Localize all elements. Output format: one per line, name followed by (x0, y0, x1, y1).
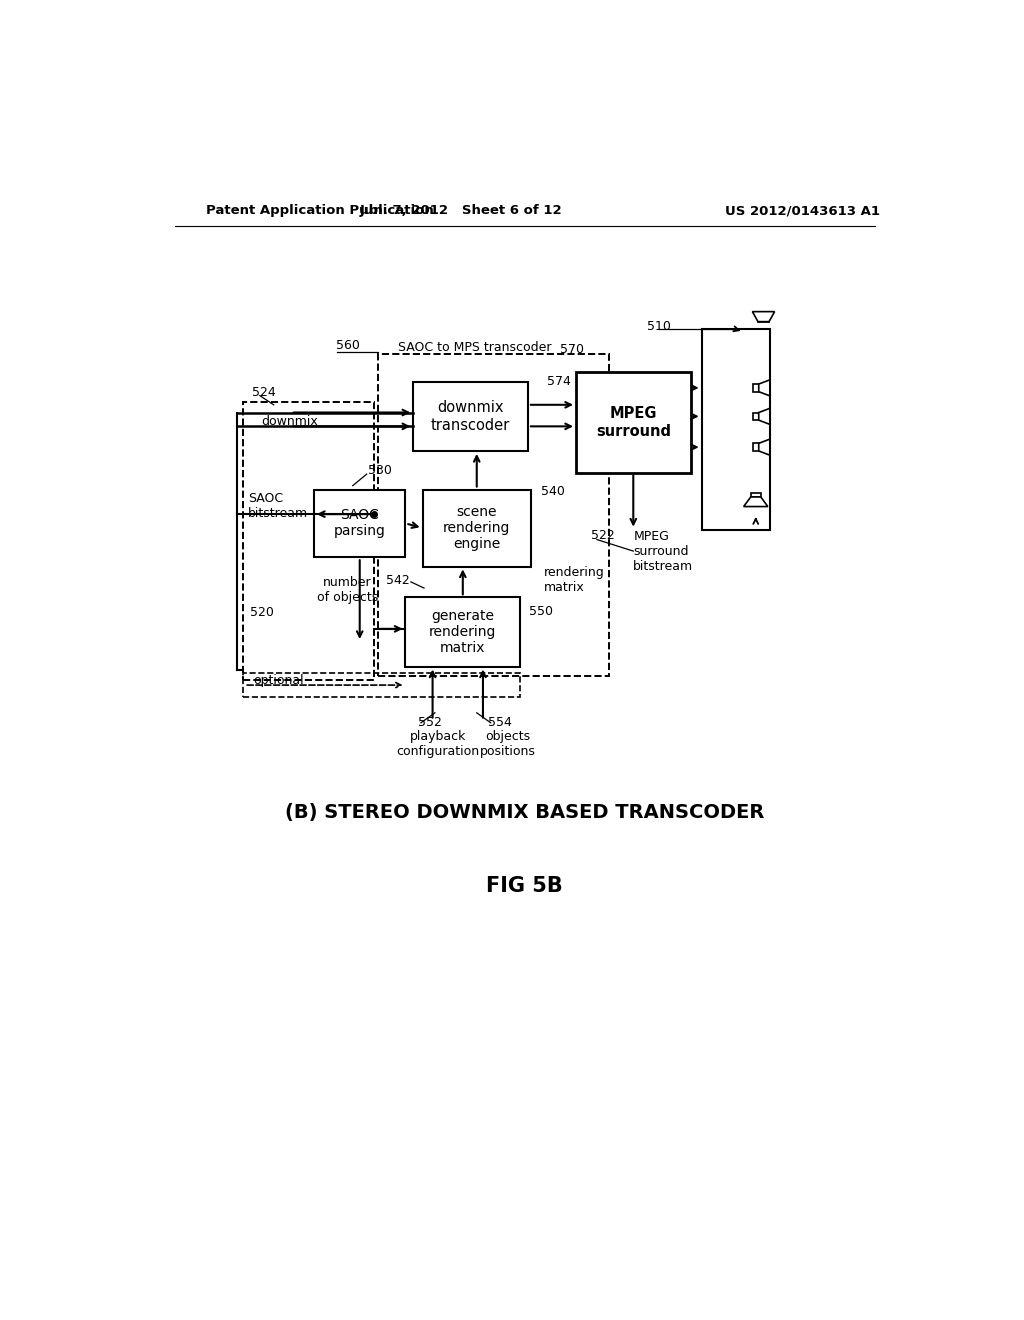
Text: 570: 570 (560, 343, 585, 356)
Text: Jun. 7, 2012   Sheet 6 of 12: Jun. 7, 2012 Sheet 6 of 12 (360, 205, 562, 218)
Text: US 2012/0143613 A1: US 2012/0143613 A1 (725, 205, 880, 218)
Text: MPEG
surround: MPEG surround (596, 407, 671, 438)
Text: SAOC
parsing: SAOC parsing (334, 508, 386, 539)
Text: 522: 522 (592, 529, 615, 543)
Text: 510: 510 (647, 319, 671, 333)
Text: 524: 524 (252, 385, 275, 399)
Text: downmix: downmix (261, 416, 318, 428)
Text: 560: 560 (336, 339, 359, 352)
Bar (758, 318, 769, 322)
Bar (243, 401, 375, 681)
Text: downmix
transcoder: downmix transcoder (431, 400, 510, 433)
Text: SAOC
bitstream: SAOC bitstream (248, 492, 308, 520)
Bar (414, 381, 528, 451)
Polygon shape (759, 440, 770, 455)
Text: 520: 520 (251, 606, 274, 619)
Text: 574: 574 (548, 375, 571, 388)
Bar (753, 444, 759, 451)
Polygon shape (759, 408, 770, 424)
Text: playback
configuration: playback configuration (396, 730, 479, 758)
Bar (378, 354, 608, 676)
Polygon shape (753, 312, 774, 322)
Text: 540: 540 (541, 484, 565, 498)
Text: MPEG
surround
bitstream: MPEG surround bitstream (633, 529, 693, 573)
Text: 530: 530 (369, 463, 392, 477)
Text: rendering
matrix: rendering matrix (544, 566, 604, 594)
Text: 554: 554 (487, 715, 511, 729)
Bar (314, 490, 406, 557)
Polygon shape (759, 380, 770, 396)
Bar (243, 673, 520, 697)
Bar (406, 598, 520, 667)
Text: number
of objects: number of objects (316, 576, 378, 603)
Text: (B) STEREO DOWNMIX BASED TRANSCODER: (B) STEREO DOWNMIX BASED TRANSCODER (285, 804, 765, 822)
Text: Patent Application Publication: Patent Application Publication (206, 205, 433, 218)
Polygon shape (743, 496, 768, 507)
Text: optional: optional (254, 675, 304, 686)
Text: generate
rendering
matrix: generate rendering matrix (429, 609, 497, 655)
Bar (423, 490, 531, 566)
Bar (701, 330, 770, 529)
Bar (753, 384, 759, 392)
Text: SAOC to MPS transcoder: SAOC to MPS transcoder (397, 342, 551, 354)
Bar (753, 413, 759, 420)
Text: 550: 550 (529, 605, 553, 618)
Bar (575, 372, 690, 473)
Text: 552: 552 (418, 715, 441, 729)
Text: 542: 542 (386, 574, 410, 587)
Text: scene
rendering
engine: scene rendering engine (443, 504, 510, 552)
Text: objects
positions: objects positions (480, 730, 536, 758)
Text: FIG 5B: FIG 5B (486, 876, 563, 896)
Bar (751, 494, 761, 496)
